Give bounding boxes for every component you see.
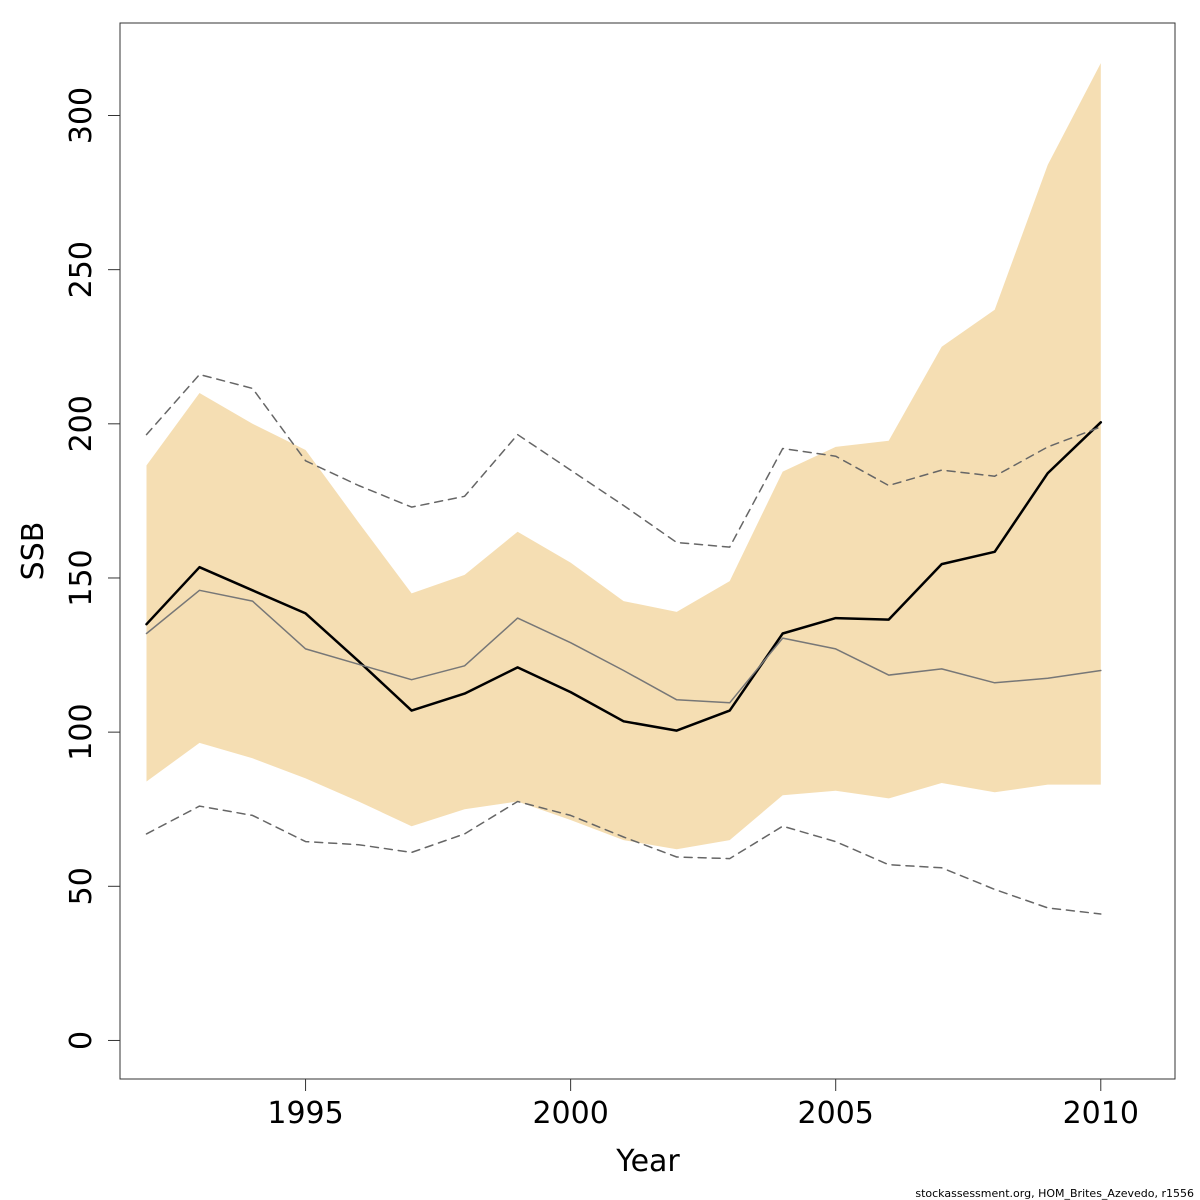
x-tick-label: 2000: [532, 1096, 608, 1131]
series-line-4: [145, 800, 1102, 915]
y-tick-label: 0: [64, 1031, 99, 1050]
y-axis-title: SSB: [16, 522, 51, 581]
y-tick-label: 50: [64, 867, 99, 905]
x-axis-title: Year: [615, 1144, 680, 1179]
series-line-2: [145, 589, 1102, 704]
y-tick-label: 200: [64, 395, 99, 452]
series-line-3: [145, 373, 1102, 548]
y-tick-label: 100: [64, 703, 99, 760]
series-line-1: [145, 421, 1103, 732]
x-tick-label: 1995: [267, 1096, 343, 1131]
x-tick-label: 2010: [1063, 1096, 1139, 1131]
x-tick-label: 2005: [798, 1096, 874, 1131]
y-axis: 0 50 100 150 200 250 300: [64, 87, 121, 1050]
y-tick-label: 300: [64, 87, 99, 144]
plot-area: [145, 63, 1103, 915]
confidence-band: [146, 63, 1101, 850]
y-tick-label: 150: [64, 549, 99, 606]
y-tick-label: 250: [64, 241, 99, 298]
credit-text: stockassessment.org, HOM_Brites_Azevedo,…: [915, 1187, 1194, 1200]
x-axis: 1995 2000 2005 2010: [267, 1078, 1139, 1131]
